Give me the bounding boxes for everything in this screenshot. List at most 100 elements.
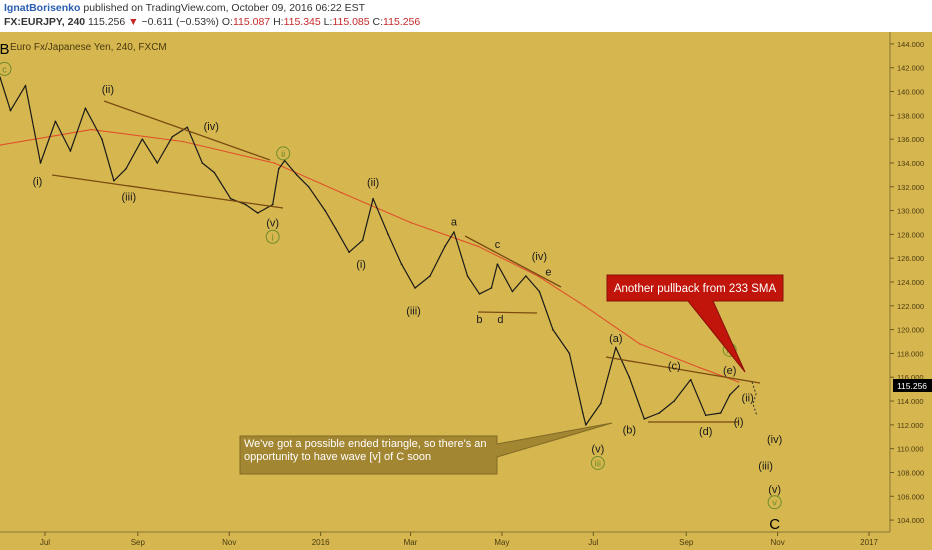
price-point	[496, 263, 499, 265]
wave-label: c	[495, 239, 501, 251]
price-point	[552, 328, 554, 331]
y-tick-label: 114.000	[897, 397, 924, 406]
open-value: 115.087	[232, 16, 271, 28]
price-point	[213, 171, 216, 174]
close-value: 115.256	[383, 16, 421, 28]
trendline-final-triangle-upper[interactable]	[605, 356, 761, 384]
callout-sma[interactable]: Another pullback from 233 SMA	[606, 274, 784, 373]
change-arrow: ▼	[128, 16, 139, 28]
callout-sma-text: Another pullback from 233 SMA	[614, 283, 777, 295]
wave-label-text: i	[272, 232, 274, 243]
price-point	[69, 150, 72, 152]
wave-label: d	[497, 314, 503, 326]
price-point	[511, 290, 514, 293]
wave-label-circled: ii	[276, 146, 291, 161]
wave-label: (i)	[356, 259, 366, 271]
price-point	[361, 239, 364, 242]
chart-header: IgnatBorisenko published on TradingView.…	[0, 0, 932, 32]
symbol-label[interactable]: FX:EURJPY, 240	[4, 16, 86, 28]
y-tick-label: 130.000	[897, 207, 924, 216]
y-tick-label: 106.000	[897, 492, 924, 501]
wave-circle	[276, 146, 291, 161]
x-tick-label: 2016	[312, 538, 330, 547]
wave-label: (c)	[668, 360, 681, 372]
y-tick-label: 120.000	[897, 326, 924, 335]
wave-label: (b)	[623, 425, 636, 437]
trendline-triangle-lower[interactable]	[477, 311, 538, 314]
x-tick-label: May	[494, 538, 509, 547]
trendline-upper-wave-iv[interactable]	[103, 100, 271, 161]
callout-triangle-text: We've got a possible ended triangle, so …	[244, 438, 487, 463]
wave-label: (d)	[699, 426, 712, 438]
last-price-tag-text: 115.256	[897, 381, 927, 391]
wave-label-text: ii	[281, 149, 285, 160]
y-tick-label: 108.000	[897, 468, 924, 477]
wave-degree-label: B	[0, 41, 10, 58]
sma-point	[477, 245, 479, 248]
price-point	[229, 197, 232, 200]
y-tick-label: 124.000	[897, 278, 924, 287]
price-point	[348, 251, 350, 254]
price-point	[372, 197, 374, 200]
wave-label: (iii)	[758, 460, 773, 472]
wave-label: (ii)	[367, 177, 379, 189]
price-point	[256, 212, 259, 214]
price-point	[478, 293, 481, 295]
wave-label: (v)	[266, 217, 279, 229]
sma-233-line[interactable]	[0, 129, 739, 383]
wave-label: (e)	[723, 365, 736, 377]
wave-label: (iii)	[122, 191, 137, 203]
wave-label: (ii)	[102, 84, 114, 96]
price-point	[719, 412, 722, 414]
wave-degree-label: C	[769, 516, 780, 533]
sma-point	[638, 343, 641, 345]
price-point	[101, 138, 103, 140]
price-point	[600, 402, 602, 405]
wave-labels: Bc (ii) (iv) ii (i) (iii) (v) i (ii) (i) (iii) a c (i…	[0, 41, 782, 533]
price-chart[interactable]: 104.000 106.000 108.000 110.000 112.000 114.0…	[0, 32, 932, 550]
y-tick-label: 136.000	[897, 135, 924, 144]
callout-sma-shape	[606, 274, 784, 373]
sma-point	[409, 221, 412, 224]
price-point	[643, 418, 646, 420]
sma-point	[90, 128, 93, 131]
last-price: 115.256	[88, 16, 126, 28]
trendline-lower-wave-iv[interactable]	[51, 174, 284, 209]
wave-circle	[767, 495, 782, 510]
price-point	[673, 400, 676, 402]
published-text: published on TradingView.com, October 09…	[83, 2, 366, 14]
price-point	[307, 185, 310, 188]
y-tick-label: 110.000	[897, 445, 924, 454]
author-link[interactable]: IgnatBorisenko	[4, 2, 81, 14]
x-tick-label: 2017	[860, 538, 878, 547]
wave-circle	[265, 229, 280, 244]
wave-circle	[0, 61, 12, 76]
price-point	[277, 168, 280, 170]
x-tick-label: Jul	[588, 538, 598, 547]
time-axis[interactable]: Jul Sep Nov 2016 Mar May Jul Sep Nov 2017	[0, 531, 890, 547]
callout-triangle[interactable]: We've got a possible ended triangle, so …	[239, 422, 613, 475]
wave-label: (iv)	[532, 251, 547, 263]
symbol-quote-line: FX:EURJPY, 240 115.256 ▼ −0.611 (−0.53%)…	[4, 16, 420, 28]
sma-point	[737, 381, 740, 383]
wave-label-text: v	[772, 498, 777, 509]
price-point	[689, 378, 692, 381]
y-tick-label: 104.000	[897, 516, 924, 525]
price-point	[24, 84, 27, 87]
wave-label-circled: c	[0, 61, 12, 76]
y-tick-label: 140.000	[897, 88, 924, 97]
price-point	[728, 394, 731, 396]
wave-label: (iv)	[767, 434, 782, 446]
wave-label: (v)	[768, 484, 781, 496]
sma-point	[0, 144, 1, 146]
price-point	[582, 412, 584, 414]
sma-point	[181, 140, 184, 143]
publish-info: IgnatBorisenko published on TradingView.…	[4, 2, 365, 14]
trendline-triangle-upper[interactable]	[464, 235, 562, 288]
price-axis[interactable]: 104.000 106.000 108.000 110.000 112.000 114.0…	[889, 32, 924, 532]
price-point	[186, 126, 189, 129]
sma-point	[273, 162, 275, 164]
price-point	[444, 245, 446, 248]
x-tick-label: Jul	[40, 538, 50, 547]
price-point	[387, 233, 389, 236]
